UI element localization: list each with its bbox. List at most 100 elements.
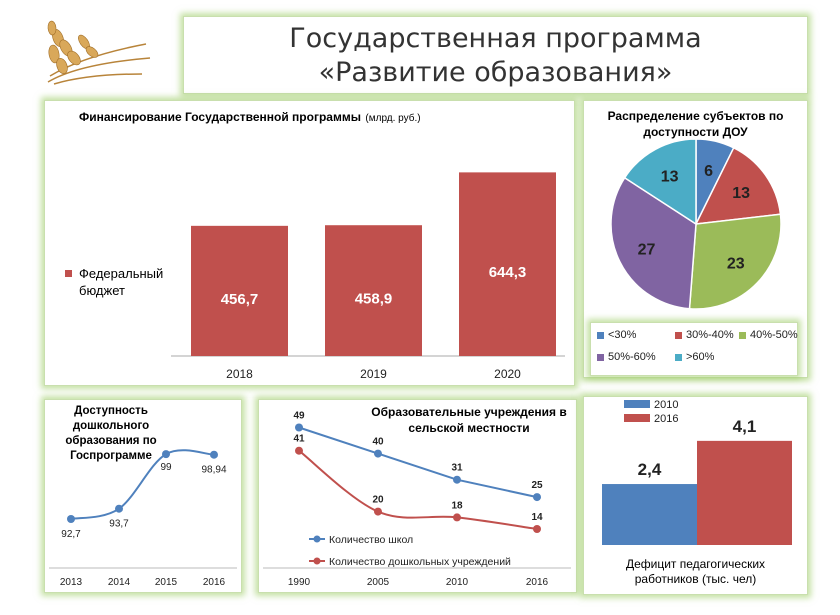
rural-point-label: 20: [372, 495, 384, 506]
pie-slice-label: 6: [704, 163, 713, 180]
deficit-title: Дефицит педагогических работников (тыс. …: [625, 557, 766, 586]
deficit-legend-label: 2010: [654, 399, 678, 411]
access-x-tick: 2013: [60, 577, 83, 588]
rural-series-line: [298, 426, 538, 499]
pie-slice-label: 13: [732, 185, 750, 202]
access-x-tick: 2014: [108, 577, 131, 588]
pie-legend-item: 50%-60%: [597, 351, 656, 363]
rural-series-line: [298, 449, 538, 530]
funding-title: Финансирование Государственной программы: [79, 110, 361, 124]
rural-point-label: 25: [531, 480, 543, 491]
pie-legend-label: >60%: [686, 351, 715, 363]
access-point-label: 92,7: [61, 529, 81, 540]
access-series-line: [70, 449, 215, 520]
pie-slice-label: 23: [727, 255, 745, 272]
access-point-label: 93,7: [109, 519, 129, 530]
funding-legend-swatch: [65, 270, 72, 277]
rural-point: [374, 507, 382, 516]
funding-x-tick: 2020: [494, 367, 521, 381]
deficit-bar-label: 2,4: [638, 460, 662, 479]
pie-legend: <30% 30%-40% 40%-50% 50%-60% >60%: [590, 322, 798, 376]
funding-plot: 456,7 2018 458,9 2019 644,3 2020: [171, 172, 565, 381]
deficit-legend-swatch: [624, 400, 650, 408]
funding-chart-panel: Финансирование Государственной программы…: [44, 100, 575, 386]
pie-legend-item: 30%-40%: [675, 329, 734, 341]
rural-chart-panel: Образовательные учреждения в сельской ме…: [258, 399, 577, 593]
pie-legend-swatch: [675, 331, 682, 339]
wheat-icon: [47, 20, 151, 85]
access-plot: 92,7 93,7 99 98,94 2013 2014 2015 2016: [49, 449, 237, 588]
funding-title-row: Финансирование Государственной программы…: [79, 108, 421, 126]
pie-slice: [694, 146, 782, 225]
rural-point-label: 31: [451, 463, 463, 474]
rural-legend-marker: [313, 557, 321, 565]
deficit-bar: [602, 484, 697, 545]
deficit-plot: 2,4 2010 4,1 2016: [602, 399, 792, 545]
rural-x-tick: 2016: [526, 577, 549, 588]
rural-point: [295, 423, 303, 432]
rural-legend-label: Количество школ: [329, 534, 413, 546]
funding-bar: [191, 225, 288, 356]
funding-x-tick: 2018: [226, 367, 253, 381]
pie-legend-item: <30%: [597, 329, 636, 341]
rural-x-tick: 2005: [367, 577, 390, 588]
funding-bar-label: 644,3: [489, 264, 527, 281]
title-panel: Государственная программа «Развитие обра…: [183, 16, 808, 94]
deficit-bar: [697, 440, 792, 545]
deficit-chart-panel: 2,4 2010 4,1 2016 Дефицит педагогических ра…: [583, 396, 808, 595]
rural-point-label: 41: [293, 434, 305, 445]
deficit-legend-swatch: [624, 414, 650, 422]
access-point: [115, 504, 123, 513]
access-point: [67, 515, 75, 523]
pie-legend-label: 40%-50%: [750, 329, 798, 341]
funding-x-tick: 2019: [360, 367, 387, 381]
title-line-1: Государственная программа: [289, 23, 702, 54]
pie-legend-swatch: [597, 331, 604, 339]
pie-slice: [623, 138, 697, 226]
pie-slice: [688, 213, 782, 310]
pie-legend-label: 30%-40%: [686, 329, 734, 341]
pie-plot: 6 13 23 27 13: [610, 138, 782, 310]
funding-bar-label: 456,7: [221, 291, 259, 308]
pie-slice-label: 27: [638, 242, 656, 259]
deficit-bar-label: 4,1: [733, 417, 757, 436]
pie-legend-swatch: [597, 353, 604, 361]
rural-point: [453, 475, 461, 484]
access-chart-panel: Доступность дошкольного образования по Г…: [44, 399, 242, 593]
rural-point: [374, 449, 382, 458]
pie-legend-item: >60%: [675, 351, 714, 363]
funding-legend-label: Федеральный бюджет: [79, 266, 164, 298]
rural-point-label: 40: [372, 437, 384, 448]
pie-slice-label: 13: [661, 168, 679, 185]
rural-x-tick: 1990: [288, 577, 311, 588]
funding-bar-label: 458,9: [355, 291, 393, 308]
rural-plot: 49 40 31 25 Количество школ 41 20 18 14 Количеств…: [263, 411, 571, 588]
deficit-legend-label: 2016: [654, 413, 678, 425]
access-point-label: 98,94: [201, 465, 226, 476]
access-x-tick: 2016: [203, 577, 226, 588]
rural-point: [453, 513, 461, 522]
rural-title: Образовательные учреждения в сельской ме…: [371, 405, 567, 435]
access-point: [210, 450, 218, 459]
access-point-label: 99: [160, 462, 172, 473]
access-point: [162, 450, 170, 459]
pie-legend-item: 40%-50%: [739, 329, 798, 341]
pie-title: Распределение субъектов по доступности Д…: [607, 109, 784, 139]
rural-legend-label: Количество дошкольных учреждений: [329, 556, 511, 568]
pie-legend-label: 50%-60%: [608, 351, 656, 363]
pie-legend-swatch: [739, 331, 746, 339]
access-x-tick: 2015: [155, 577, 178, 588]
rural-point-label: 18: [451, 500, 463, 511]
rural-point-label: 14: [531, 512, 543, 523]
access-title: Доступность дошкольного образования по Г…: [65, 405, 157, 462]
funding-bar: [325, 225, 422, 356]
funding-subtitle: (млрд. руб.): [365, 113, 421, 124]
rural-legend-marker: [313, 535, 321, 543]
pie-legend-swatch: [675, 353, 682, 361]
rural-point: [533, 493, 541, 502]
pie-legend-label: <30%: [608, 329, 637, 341]
rural-point-label: 49: [293, 411, 305, 422]
rural-point: [533, 525, 541, 533]
title-line-2: «Развитие образования»: [318, 57, 673, 88]
rural-x-tick: 2010: [446, 577, 469, 588]
